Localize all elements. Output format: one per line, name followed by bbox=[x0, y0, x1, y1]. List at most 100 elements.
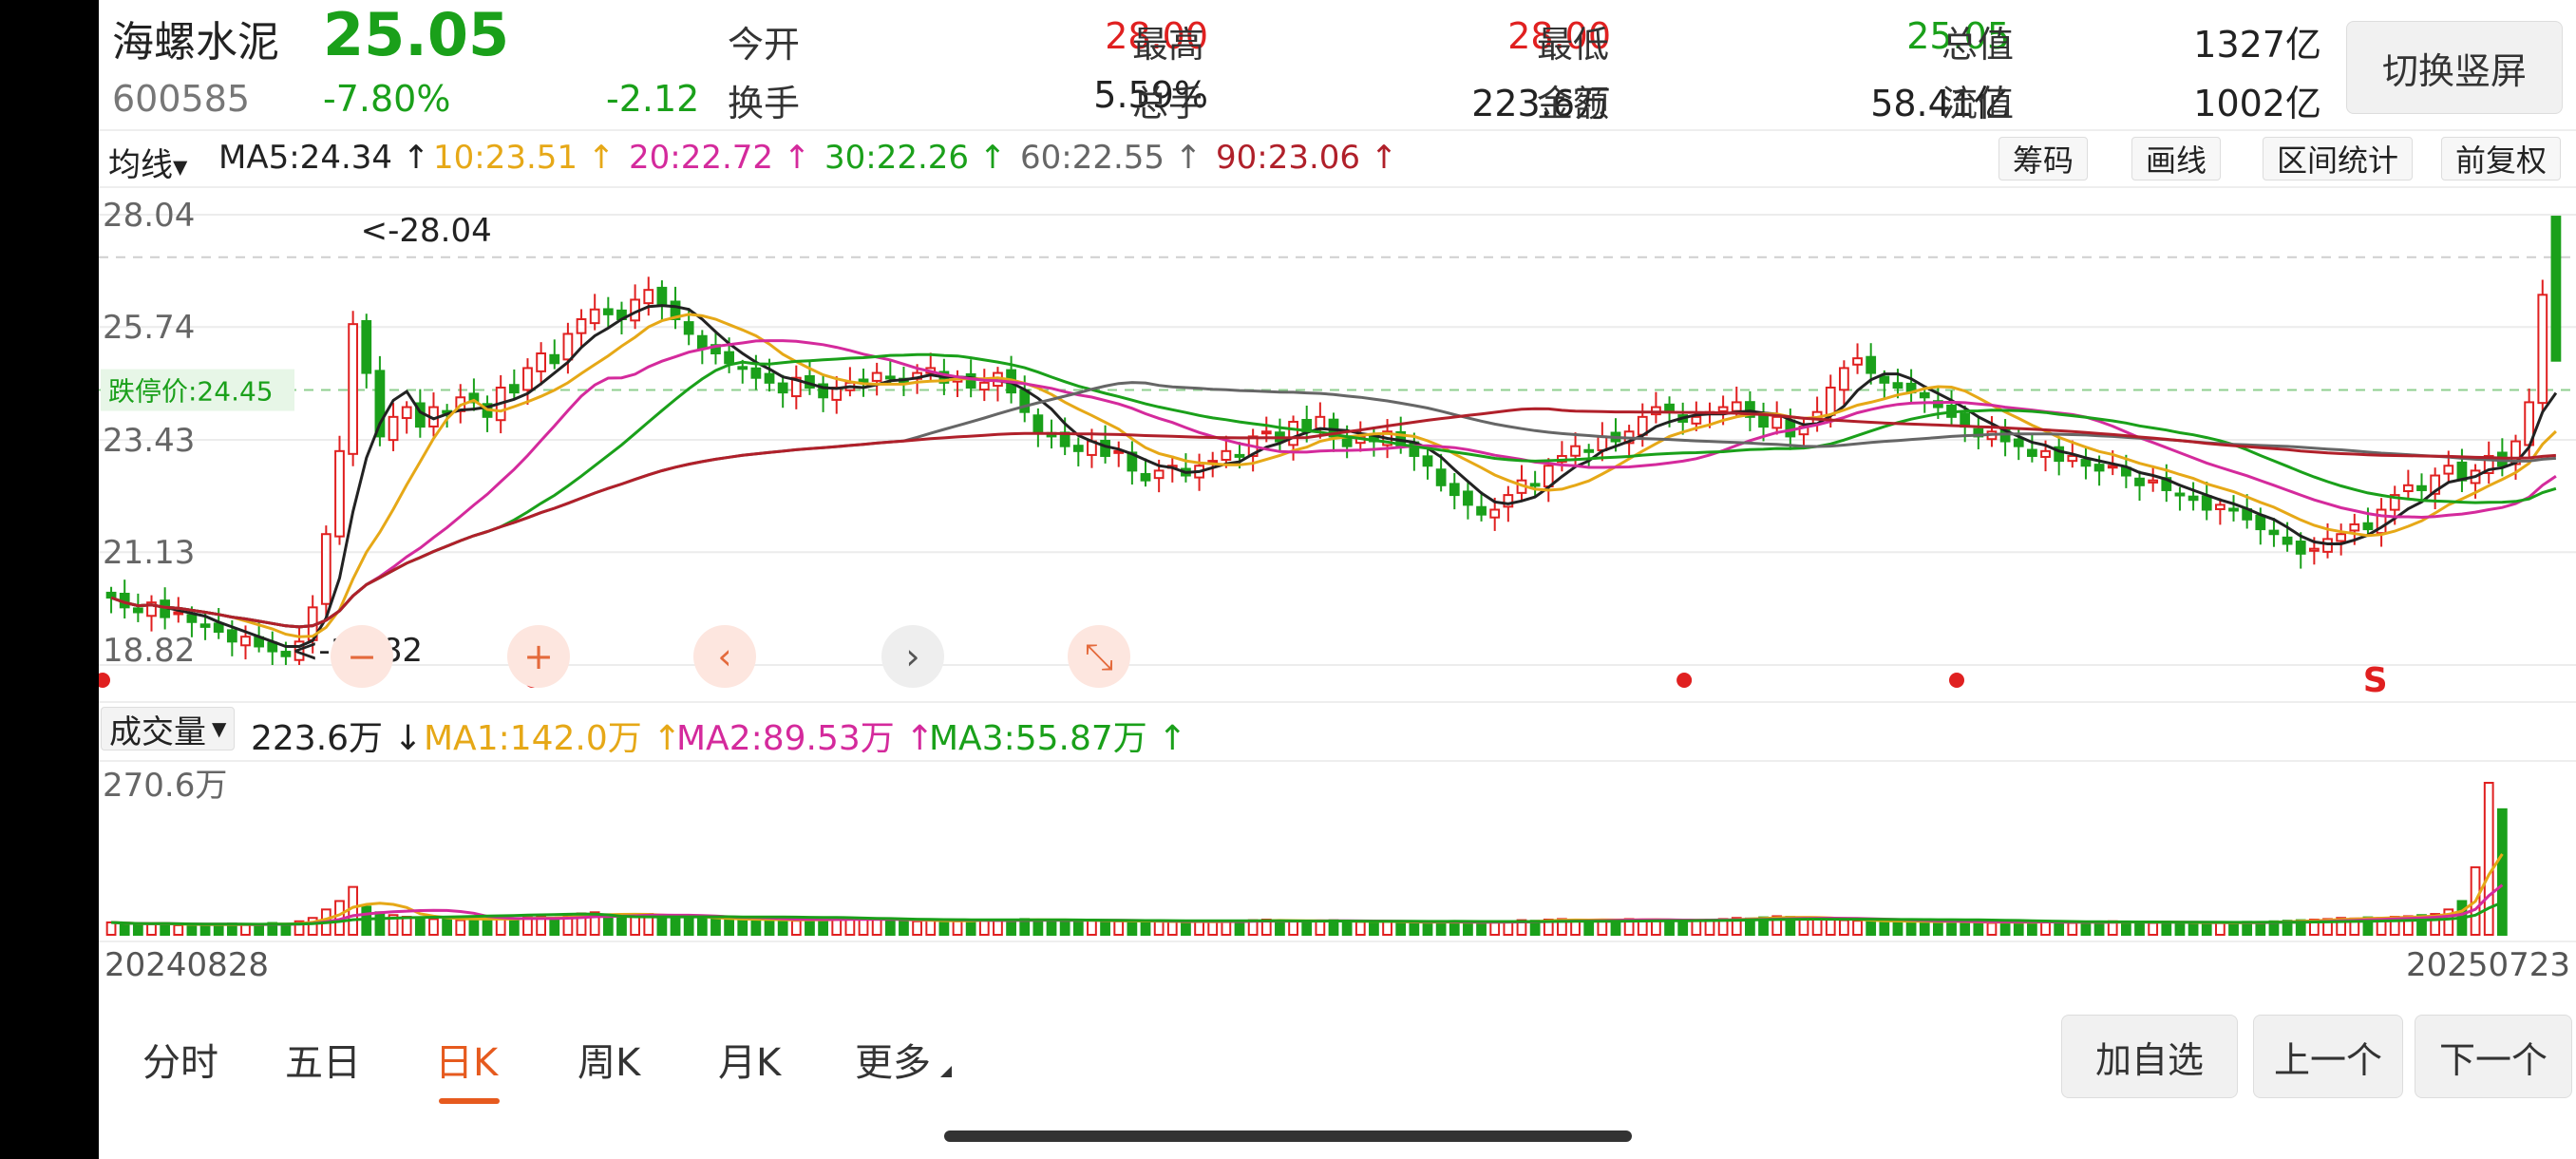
tab-monthly-k[interactable]: 月K bbox=[718, 1041, 782, 1085]
volume-bar bbox=[2430, 913, 2441, 937]
volume-bar bbox=[2134, 921, 2145, 937]
candle bbox=[562, 332, 574, 361]
tab-more[interactable]: 更多 bbox=[855, 1041, 931, 1085]
volume-chart[interactable]: 270.6万 bbox=[99, 762, 2576, 942]
vol-item-1: MA1:142.0万 ↑ bbox=[424, 711, 681, 760]
open-label: 今开 bbox=[728, 24, 801, 66]
range-stats-button[interactable]: 区间统计 bbox=[2263, 137, 2414, 180]
change-amount: -2.12 bbox=[606, 78, 700, 120]
plus-icon[interactable]: + bbox=[507, 625, 570, 688]
volume-bar bbox=[912, 920, 922, 936]
volume-bar bbox=[1234, 920, 1245, 936]
volume-bar bbox=[1691, 919, 1702, 936]
candle bbox=[240, 636, 251, 647]
volume-bar bbox=[938, 920, 950, 936]
candle bbox=[1260, 430, 1272, 435]
candle bbox=[1019, 389, 1031, 413]
float-mv-value: 1002亿 bbox=[2193, 83, 2321, 124]
divider bbox=[99, 701, 2576, 703]
candle bbox=[2550, 216, 2562, 362]
active-tab-indicator bbox=[439, 1098, 500, 1104]
minus-icon[interactable]: − bbox=[331, 625, 393, 688]
candle bbox=[294, 640, 305, 661]
screen-edge bbox=[0, 0, 99, 1159]
y-tick-label: 21.13 bbox=[103, 534, 195, 572]
volume-bar bbox=[884, 919, 896, 936]
volume-bar bbox=[1354, 921, 1366, 937]
candle bbox=[1422, 455, 1433, 467]
volume-bar bbox=[549, 917, 560, 937]
volume-bar bbox=[993, 920, 1003, 936]
arrow-icon: ↑ bbox=[1360, 139, 1398, 177]
volume-bar bbox=[737, 919, 748, 936]
volume-bar bbox=[240, 923, 251, 936]
high-marker: <-28.04 bbox=[361, 212, 492, 250]
volume-bar bbox=[2054, 921, 2065, 937]
tab-daily-k[interactable]: 日K bbox=[435, 1041, 499, 1085]
volume-bar bbox=[1059, 920, 1070, 936]
tab-weekly-k[interactable]: 周K bbox=[578, 1041, 641, 1085]
y-tick-label: 23.43 bbox=[103, 422, 195, 460]
kline-chart[interactable]: 跌停价:24.45 28.04 25.74 23.43 21.13 18.82 <-28.0… bbox=[99, 188, 2576, 701]
candle bbox=[2040, 449, 2051, 458]
volume-bar bbox=[683, 917, 694, 937]
vol-item-value: 223.6万 bbox=[251, 719, 384, 758]
previous-button[interactable]: 上一个 bbox=[2253, 1015, 2403, 1098]
ma-selector[interactable]: 均线▼ bbox=[108, 139, 187, 185]
next-button[interactable]: 下一个 bbox=[2415, 1015, 2572, 1098]
candle bbox=[2483, 454, 2494, 475]
candle bbox=[777, 382, 788, 394]
ma90-line bbox=[110, 407, 2557, 629]
arrow-icon: ↑ bbox=[392, 139, 430, 177]
volume-bar bbox=[401, 916, 412, 936]
y-tick-label: 28.04 bbox=[103, 197, 195, 235]
ma-item-value: 20:22.72 bbox=[629, 139, 774, 177]
volume-bar bbox=[1140, 920, 1151, 936]
candle bbox=[1866, 355, 1877, 374]
tab-five-day[interactable]: 五日 bbox=[285, 1041, 361, 1085]
volume-selector[interactable]: 成交量 ▼ bbox=[101, 707, 236, 751]
candle bbox=[1221, 449, 1232, 462]
candle bbox=[670, 300, 681, 321]
candle bbox=[1597, 435, 1608, 451]
volume-bar bbox=[2093, 921, 2105, 937]
candle bbox=[1879, 375, 1890, 384]
chevron-left-icon[interactable]: ‹ bbox=[693, 625, 756, 688]
volume-bar bbox=[1879, 921, 1890, 937]
candle bbox=[549, 353, 560, 365]
collapse-icon[interactable]: ⤡ bbox=[1068, 625, 1130, 688]
candle bbox=[1919, 391, 1930, 399]
chips-button[interactable]: 筹码 bbox=[1998, 137, 2089, 180]
stock-price: 25.05 bbox=[323, 0, 510, 69]
volume-bar bbox=[2201, 922, 2212, 936]
divider bbox=[99, 186, 2576, 188]
ma-item-2: 20:22.72 ↑ bbox=[629, 139, 810, 177]
volume-bar bbox=[1825, 919, 1836, 936]
limit-down-tag bbox=[101, 369, 294, 411]
ma-indicator-bar: 均线▼ MA5:24.34 ↑ 10:23.51 ↑ 20:22.72 ↑ 30:22… bbox=[99, 133, 2576, 185]
switch-portrait-button[interactable]: 切换竖屏 bbox=[2346, 21, 2563, 114]
total-mv-value: 1327亿 bbox=[2193, 24, 2321, 66]
draw-line-button[interactable]: 画线 bbox=[2131, 137, 2222, 180]
add-watchlist-button[interactable]: 加自选 bbox=[2061, 1015, 2238, 1098]
candle bbox=[2067, 454, 2078, 463]
volume-bar bbox=[1986, 922, 1998, 937]
volume-bar bbox=[1866, 920, 1877, 936]
forward-adjust-button[interactable]: 前复权 bbox=[2441, 137, 2562, 180]
volume-bar bbox=[858, 918, 869, 937]
low-value: 25.05 bbox=[1906, 15, 2010, 57]
candle bbox=[2443, 465, 2454, 475]
chevron-right-icon[interactable]: › bbox=[881, 625, 944, 688]
volume-bar bbox=[2336, 917, 2347, 937]
candle bbox=[2228, 507, 2239, 512]
candle bbox=[2389, 494, 2400, 511]
volume-bar bbox=[199, 924, 211, 937]
vol-item-value: MA2:89.53万 bbox=[676, 719, 895, 758]
volume-bar bbox=[1583, 920, 1595, 936]
volume-bar bbox=[374, 911, 386, 936]
candle bbox=[186, 614, 198, 623]
high-value: 28.00 bbox=[1507, 15, 1611, 57]
candle bbox=[388, 415, 399, 442]
ma-item-0: MA5:24.34 ↑ bbox=[218, 139, 429, 177]
tab-intraday[interactable]: 分时 bbox=[142, 1041, 218, 1085]
